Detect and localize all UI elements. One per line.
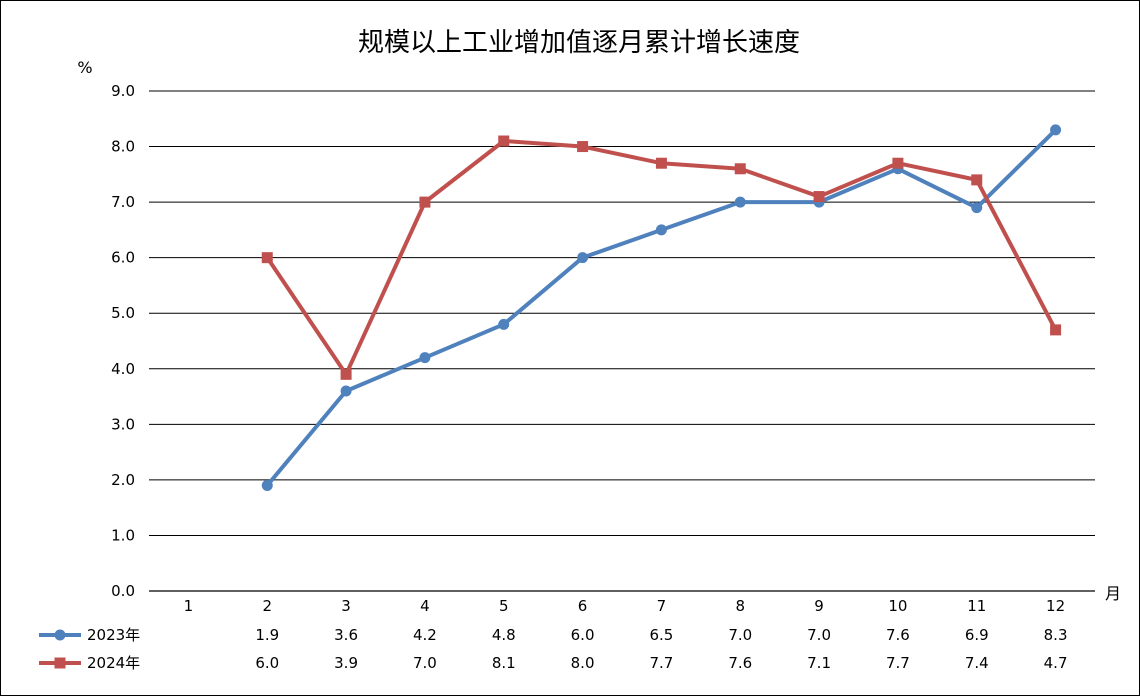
data-table-value: 6.0 [571,626,595,644]
data-point-marker [1050,324,1062,336]
legend-series-name: 2024年 [87,654,140,672]
x-tick-label: 9 [814,597,824,615]
x-tick-label: 8 [735,597,745,615]
x-tick-label: 7 [657,597,667,615]
data-table-value: 7.0 [807,626,831,644]
x-tick-label: 10 [888,597,907,615]
data-table-value: 6.5 [649,626,673,644]
series-lines [261,124,1062,491]
legend-data-table: 2023年 1.9 3.6 4.2 4.8 6.0 6.5 7.0 7.0 7.6 6.9 8.3 20… [39,626,1068,672]
y-tick-label: 7.0 [111,193,135,211]
y-axis-tick-labels: 0.0 1.0 2.0 3.0 4.0 5.0 6.0 7.0 8.0 9.0 [111,82,135,600]
data-point-marker [419,352,431,364]
data-table-value: 7.1 [807,654,831,672]
y-tick-label: 8.0 [111,138,135,156]
legend-series-name: 2023年 [87,626,140,644]
x-tick-label: 12 [1046,597,1065,615]
data-table-value: 7.7 [649,654,673,672]
y-tick-label: 1.0 [111,526,135,544]
x-tick-label: 1 [184,597,194,615]
y-tick-label: 5.0 [111,304,135,322]
x-tick-label: 3 [341,597,351,615]
data-point-marker [577,252,589,264]
y-tick-label: 6.0 [111,249,135,267]
data-point-marker [498,135,510,147]
data-point-marker [419,196,431,208]
series-line [265,127,1058,488]
x-tick-label: 2 [262,597,272,615]
data-table-value: 3.9 [334,654,358,672]
data-point-marker [1050,124,1062,136]
x-tick-label: 6 [578,597,588,615]
data-table-value: 7.6 [886,626,910,644]
grid-lines [149,90,1095,592]
x-axis-tick-labels: 1 2 3 4 5 6 7 8 9 10 11 12 [184,597,1065,615]
data-point-marker [340,368,352,380]
data-table-value: 7.0 [728,626,752,644]
data-point-marker [577,141,589,153]
legend-marker [54,629,66,641]
data-table-value: 7.0 [413,654,437,672]
data-point-marker [971,202,983,214]
x-tick-label: 5 [499,597,509,615]
data-table-value: 8.0 [571,654,595,672]
y-tick-label: 4.0 [111,360,135,378]
data-point-marker [340,385,352,397]
data-table-value: 6.0 [255,654,279,672]
y-tick-label: 9.0 [111,82,135,100]
data-point-marker [734,163,746,175]
data-table-value: 7.4 [965,654,989,672]
data-table-value: 1.9 [255,626,279,644]
data-table-value: 7.6 [728,654,752,672]
data-point-marker [655,224,667,236]
y-tick-label: 3.0 [111,415,135,433]
x-axis-unit-label: 月 [1105,584,1121,603]
legend-marker [54,657,66,669]
data-point-marker [734,196,746,208]
chart-title: 规模以上工业增加值逐月累计增长速度 [358,28,800,58]
data-point-marker [261,479,273,491]
data-table-value: 3.6 [334,626,358,644]
data-table-value: 6.9 [965,626,989,644]
data-table-value: 8.3 [1044,626,1068,644]
data-point-marker [892,157,904,169]
data-table-value: 4.2 [413,626,437,644]
data-table-value: 4.8 [492,626,516,644]
data-point-marker [971,174,983,186]
y-axis-unit-label: % [77,58,92,77]
data-table-value: 7.7 [886,654,910,672]
data-table-value: 4.7 [1044,654,1068,672]
y-tick-label: 2.0 [111,471,135,489]
data-point-marker [813,191,825,203]
data-point-marker [655,157,667,169]
y-tick-label: 0.0 [111,582,135,600]
data-point-marker [261,252,273,264]
x-tick-label: 11 [967,597,986,615]
x-tick-label: 4 [420,597,430,615]
data-point-marker [498,318,510,330]
data-table-value: 8.1 [492,654,516,672]
